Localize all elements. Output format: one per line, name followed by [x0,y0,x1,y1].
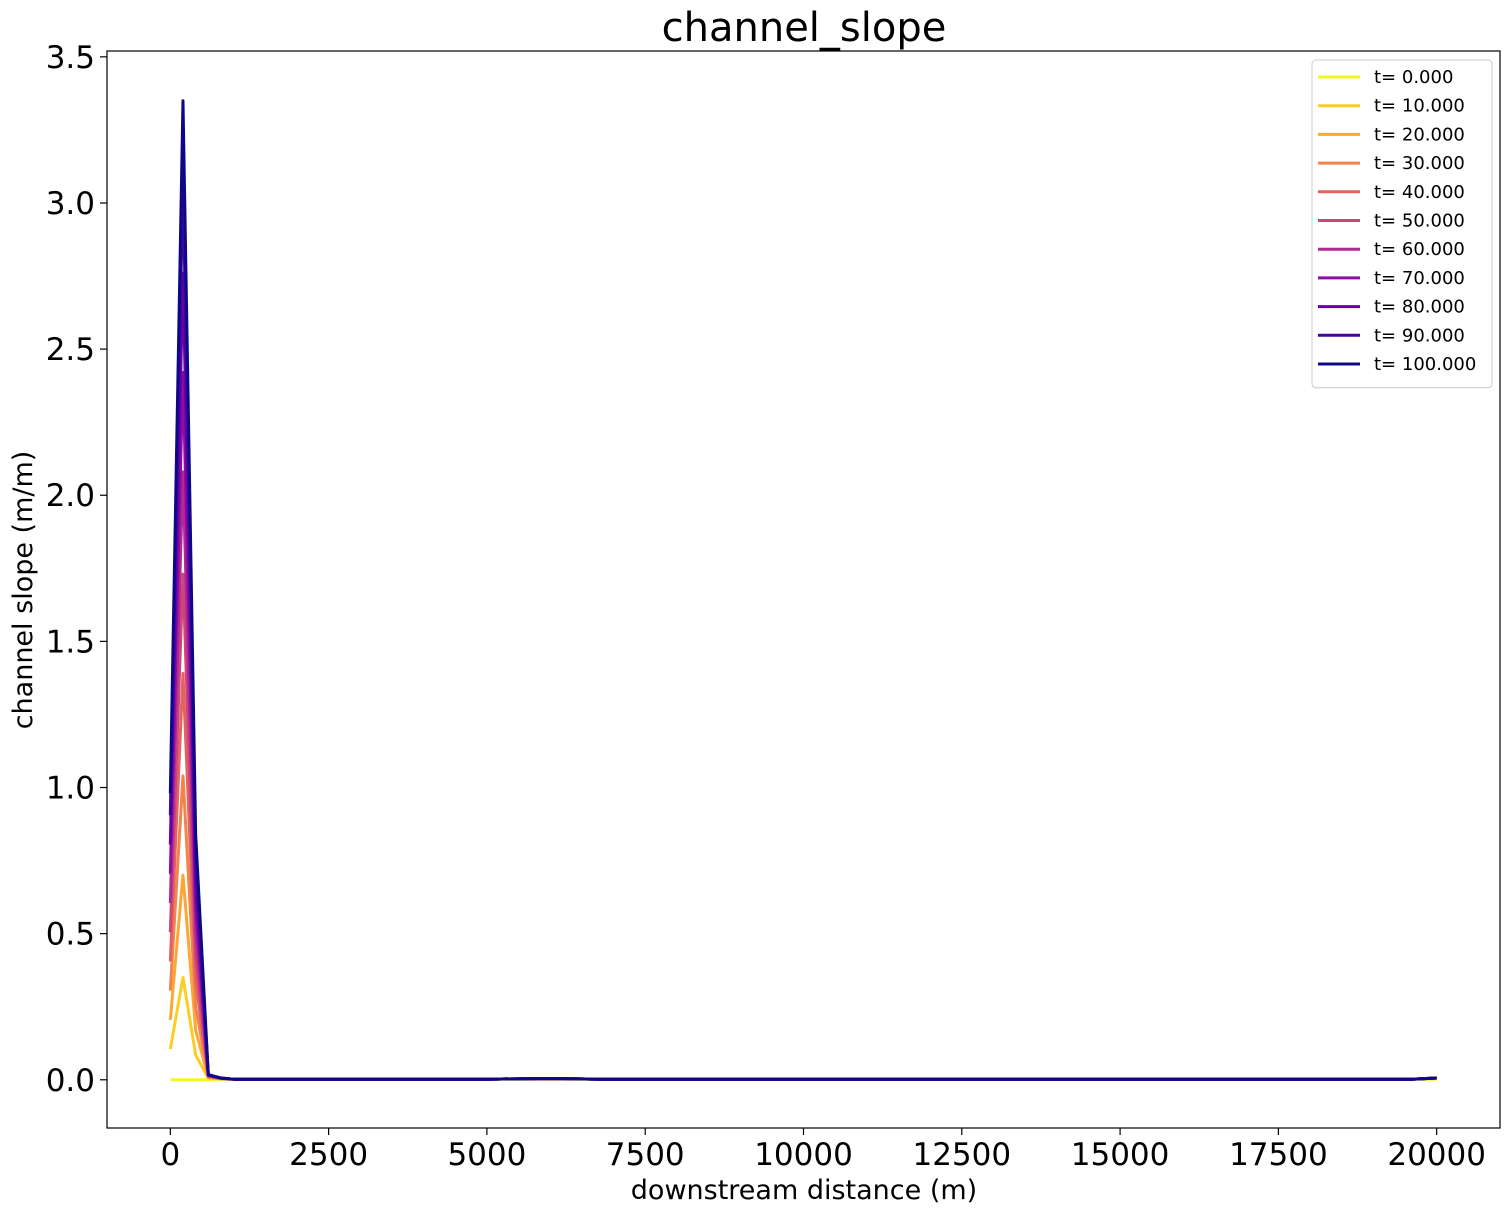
y-tick-label: 0.0 [46,1063,95,1099]
legend-label: t= 10.000 [1374,96,1465,117]
y-tick-label: 3.5 [46,40,95,76]
legend-label: t= 20.000 [1374,124,1465,145]
x-axis: 0 2500 5000 7500 10000 12500 15000 17500 20000 [160,1128,1486,1173]
x-tick-label: 20000 [1387,1137,1486,1173]
x-tick-label: 17500 [1229,1137,1328,1173]
legend: t= 0.000 t= 10.000 t= 20.000 t= 30.000 t= 40… [1311,59,1493,389]
legend-label: t= 0.000 [1374,67,1453,88]
legend-label: t= 70.000 [1374,268,1465,289]
x-tick-label: 7500 [606,1137,685,1173]
legend-label: t= 80.000 [1374,297,1465,318]
x-tick-label: 2500 [289,1137,368,1173]
y-axis-label: channel slope (m/m) [8,451,39,730]
y-axis: 0.0 0.5 1.0 1.5 2.0 2.5 3.0 3.5 [46,40,107,1099]
legend-label: t= 50.000 [1374,211,1465,232]
y-tick-label: 2.0 [46,478,95,514]
x-tick-label: 10000 [754,1137,853,1173]
x-tick-label: 12500 [912,1137,1011,1173]
legend-label: t= 60.000 [1374,239,1465,260]
y-tick-label: 1.5 [46,624,95,660]
x-tick-label: 15000 [1071,1137,1170,1173]
chart-title: channel_slope [662,5,947,51]
legend-label: t= 30.000 [1374,153,1465,174]
y-tick-label: 0.5 [46,917,95,953]
series-layer [168,99,1437,1082]
legend-label: t= 100.000 [1374,354,1476,375]
x-axis-label: downstream distance (m) [631,1175,977,1206]
y-tick-label: 1.0 [46,771,95,807]
series-line-10 [168,99,1437,1081]
x-tick-label: 5000 [447,1137,526,1173]
x-tick-label: 0 [160,1137,180,1173]
legend-label: t= 90.000 [1374,325,1465,346]
y-tick-label: 2.5 [46,332,95,368]
legend-label: t= 40.000 [1374,182,1465,203]
y-tick-label: 3.0 [46,186,95,222]
